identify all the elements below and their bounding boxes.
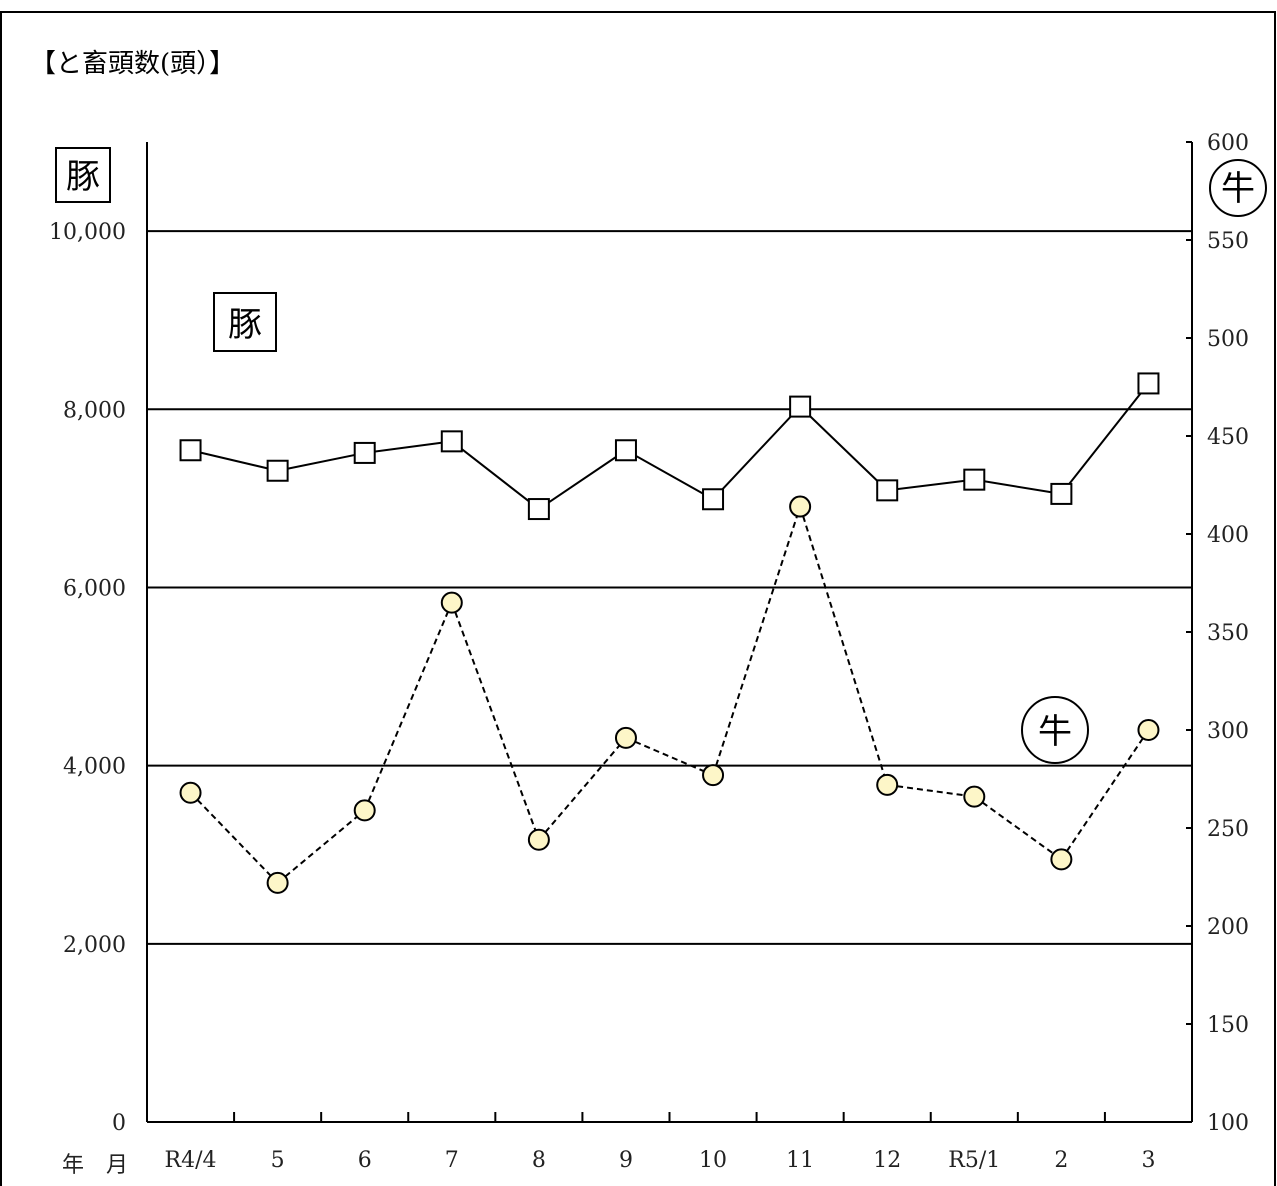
series-1-point [1137, 372, 1160, 395]
right-tick-label: 450 [1207, 425, 1249, 450]
series-1-segment [1060, 382, 1150, 495]
x-axis-ticks: R4/4 5 6 7 8 9 10 11 12 R5/1 2 3 [165, 1112, 1155, 1173]
series-1-segment [887, 478, 975, 492]
series-2-point [876, 773, 899, 796]
x-axis-caption: 年 月 [62, 1153, 128, 1178]
series-2-point [1050, 848, 1073, 871]
series-1-point [353, 441, 376, 464]
series-1-segment [277, 451, 365, 472]
right-tick-label: 500 [1207, 327, 1249, 352]
chart-title: 【と畜頭数(頭）】 [30, 49, 235, 79]
left-axis-ticks: 0 2,000 4,000 6,000 8,000 10,000 [49, 220, 126, 1136]
series-2-point [1137, 719, 1160, 741]
outer-frame [0, 11, 1276, 1186]
series-1-segment [190, 449, 278, 472]
left-tick-label: 4,000 [63, 755, 126, 780]
series-2-segment [625, 736, 714, 776]
left-tick-label: 6,000 [63, 576, 126, 601]
series-1-segment [625, 449, 714, 501]
series-1-point [527, 498, 550, 521]
series-2-segment [712, 506, 802, 776]
right-axis-badge: 牛 [1209, 159, 1267, 217]
series-1-point [963, 468, 986, 491]
series-label-pig-text: 豚 [228, 305, 262, 345]
right-tick-label: 100 [1207, 1111, 1249, 1136]
right-tick-label: 150 [1207, 1013, 1249, 1038]
right-tick-label: 550 [1207, 229, 1249, 254]
series-1-point [702, 488, 725, 511]
series-label-pig-box [213, 292, 277, 352]
series-label-cattle: 牛 [1021, 696, 1089, 764]
series-1-point [266, 459, 289, 482]
x-tick-label: 6 [358, 1148, 372, 1173]
x-tick-label: 5 [271, 1148, 285, 1173]
series-2-segment [276, 809, 366, 884]
right-badge-label: 牛 [1221, 169, 1255, 209]
right-tick-label: 250 [1207, 817, 1249, 842]
series-markers [179, 372, 1160, 894]
x-tick-label: 9 [619, 1148, 633, 1173]
series-1-point [789, 395, 812, 418]
series-2-segment [973, 795, 1062, 861]
series-2-segment [799, 506, 889, 786]
left-badge-box [55, 147, 111, 203]
series-1-segment [799, 405, 888, 492]
series-2-segment [538, 737, 627, 841]
series-1-point [1050, 482, 1073, 505]
series-2-segment [363, 602, 453, 811]
right-tick-label: 350 [1207, 621, 1249, 646]
series-2-point [353, 799, 376, 822]
series-2-segment [450, 602, 540, 841]
series-1-segment [974, 478, 1062, 495]
left-axis-badge: 豚 [55, 147, 111, 203]
right-badge-circle [1209, 159, 1267, 217]
series-1-segment [538, 449, 627, 510]
x-tick-label: 7 [445, 1148, 459, 1173]
series-2-point [963, 785, 986, 808]
grid-lines [147, 230, 1192, 945]
series-1-point [614, 439, 637, 462]
left-badge-label: 豚 [66, 157, 100, 197]
series-2-point [266, 871, 289, 894]
x-tick-label: 10 [699, 1148, 727, 1173]
series-2-point [527, 828, 550, 851]
series-2-segment [887, 783, 975, 798]
x-tick-label: 3 [1141, 1148, 1155, 1173]
left-tick-label: 2,000 [63, 933, 126, 958]
series-1-segment [712, 405, 801, 500]
series-lines [189, 382, 1150, 884]
series-1-segment [451, 440, 540, 510]
series-1-point [179, 439, 202, 462]
series-2-point [440, 591, 463, 614]
plot-area [146, 142, 1193, 1123]
series-1-segment [364, 440, 452, 454]
series-2-segment [1060, 729, 1150, 860]
left-tick-label: 8,000 [63, 398, 126, 423]
x-tick-label: R4/4 [165, 1148, 217, 1173]
left-tick-label: 0 [112, 1111, 126, 1136]
x-tick-label: 11 [786, 1148, 814, 1173]
right-tick-label: 300 [1207, 719, 1249, 744]
x-tick-label: 2 [1054, 1148, 1068, 1173]
left-tick-label: 10,000 [49, 220, 126, 245]
series-label-cattle-text: 牛 [1038, 712, 1072, 752]
series-label-pig: 豚 [213, 292, 277, 352]
series-1-point [876, 479, 899, 502]
series-2-segment [189, 792, 279, 884]
series-2-point [702, 764, 725, 787]
series-label-cattle-circle [1021, 696, 1089, 764]
series-2-point [179, 781, 202, 804]
series-2-point [789, 495, 812, 518]
right-tick-label: 400 [1207, 523, 1249, 548]
x-tick-label: R5/1 [948, 1148, 1000, 1173]
x-tick-label: 8 [532, 1148, 546, 1173]
right-tick-label: 200 [1207, 915, 1249, 940]
right-tick-label: 600 [1207, 131, 1249, 156]
series-2-point [614, 726, 637, 749]
right-axis-ticks: 100 150 200 250 300 350 400 450 500 550 600 [1186, 131, 1249, 1136]
series-1-point [440, 430, 463, 453]
x-tick-label: 12 [873, 1148, 901, 1173]
